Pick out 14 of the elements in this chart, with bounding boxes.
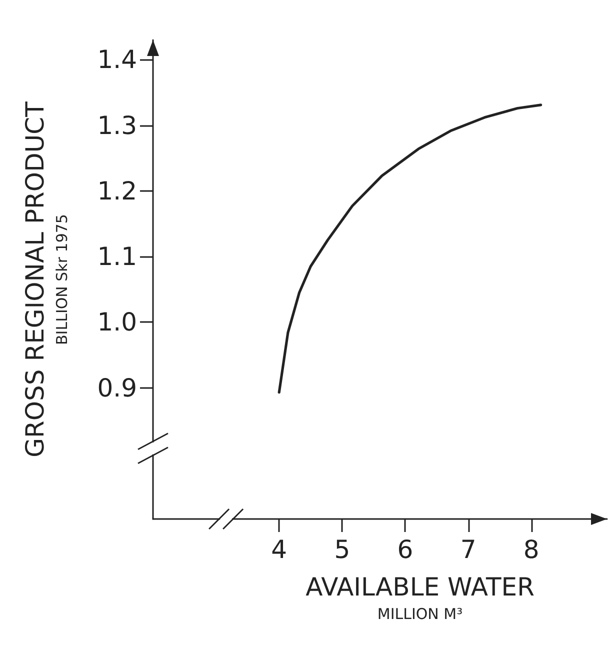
x-tick-label: 6 xyxy=(397,535,414,564)
x-tick-label: 8 xyxy=(523,535,540,564)
x-tick-label: 5 xyxy=(334,535,350,564)
line-series xyxy=(278,104,542,394)
y-tick-label: 1.2 xyxy=(97,176,137,206)
y-tick-label: 1.0 xyxy=(97,308,137,337)
x-tick-label: 7 xyxy=(460,535,476,564)
y-tick-label: 1.4 xyxy=(97,45,137,74)
x-tick-label: 4 xyxy=(271,535,288,564)
x-axis-title: AVAILABLE WATER MILLION M³ xyxy=(306,572,534,623)
y-tick-label: 1.3 xyxy=(97,110,137,140)
y-tick-label: 1.1 xyxy=(97,242,137,272)
y-axis-title: GROSS REGIONAL PRODUCT BILLION Skr 1975 xyxy=(20,100,71,458)
y-tick-label: 0.9 xyxy=(97,373,137,402)
